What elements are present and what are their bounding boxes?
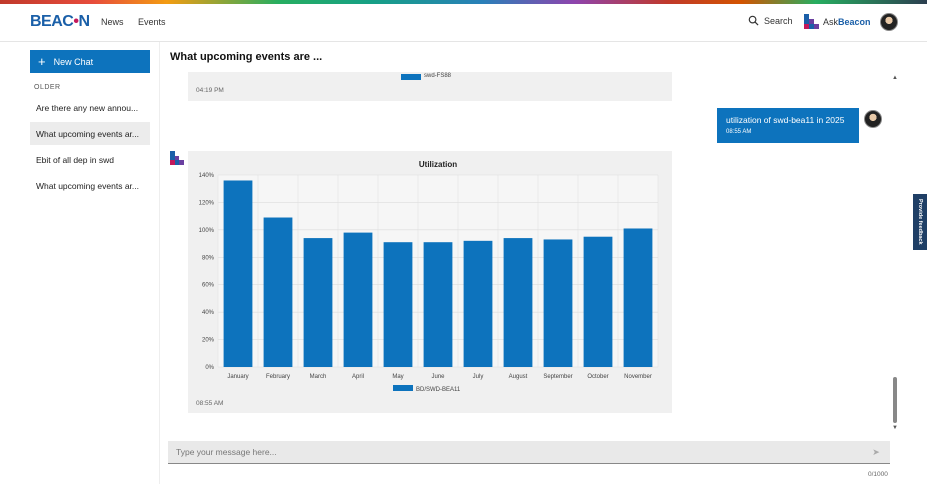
search-button[interactable]: Search [748,15,793,26]
history-section-label: OLDER [34,84,61,91]
bar-february [263,217,293,367]
x-tick-label: January [227,374,248,380]
bar-june [423,242,453,367]
bar-april [343,232,373,367]
user-message: utilization of swd-bea11 in 2025 08:55 A… [717,108,859,143]
chart-title: Utilization [419,160,457,169]
message-time: 04:19 PM [196,87,224,94]
ask-beacon-button[interactable]: Ask Beacon [804,14,871,29]
sidebar: + New Chat OLDER Are there any new annou… [0,42,160,484]
bar-may [383,242,413,367]
history-item-active[interactable]: What upcoming events ar... [30,122,150,145]
legend-label: BD/SWD-BEA11 [416,387,461,393]
y-tick-label: 100% [199,228,215,234]
scroll-up-icon[interactable]: ▲ [892,75,898,81]
x-tick-label: November [624,374,652,380]
previous-bot-message: swd-FS88 04:19 PM [188,72,672,101]
chat-title: What upcoming events are ... [170,51,323,63]
search-label: Search [764,15,793,26]
search-icon [748,15,759,26]
bot-icon [170,151,184,165]
scroll-down-icon[interactable]: ▼ [892,425,898,431]
message-input-box: ➤ [168,441,890,464]
x-tick-label: September [543,374,572,380]
message-time: 08:55 AM [726,129,752,135]
x-tick-label: October [587,374,608,380]
utilization-chart: Utilization 0% 20% 40% 60% 80% 100% 120% 140% Jan… [199,160,659,393]
nav-events[interactable]: Events [138,17,166,27]
history-item[interactable]: Are there any new annou... [36,102,139,113]
bar-march [303,238,333,367]
bar-august [503,238,533,367]
user-avatar [864,110,882,128]
message-input[interactable] [168,441,866,463]
bar-september [543,239,573,367]
x-tick-label: March [310,374,327,380]
legend-swatch [393,385,413,391]
y-tick-label: 20% [202,338,215,344]
nav-news[interactable]: News [101,17,124,27]
user-avatar[interactable] [880,13,898,31]
legend-label: swd-FS88 [424,73,452,79]
beacon-logo[interactable]: BEAC•N [30,13,90,30]
chat-messages: swd-FS88 04:19 PM utilization of swd-bea… [160,72,900,432]
bar-october [583,236,613,367]
plus-icon: + [38,54,46,69]
x-tick-label: February [266,374,290,380]
brand-stripe [0,0,927,4]
user-message-text: utilization of swd-bea11 in 2025 [726,115,845,125]
x-tick-label: August [509,374,528,380]
legend-swatch [401,74,421,80]
provide-feedback-tab[interactable]: Provide feedback [913,194,927,250]
x-tick-label: June [431,374,445,380]
send-button[interactable]: ➤ [868,445,884,459]
history-item[interactable]: Ebit of all dep in swd [36,154,114,165]
y-tick-label: 140% [199,173,215,179]
message-time: 08:55 AM [196,400,224,407]
history-item[interactable]: What upcoming events ar... [36,180,139,191]
x-tick-label: July [473,374,484,380]
y-tick-label: 40% [202,310,215,316]
ask-beacon-icon [804,14,819,29]
y-tick-label: 120% [199,200,215,206]
bar-november [623,228,653,367]
y-tick-label: 0% [205,365,214,371]
bot-chart-message: Utilization 0% 20% 40% 60% 80% 100% 120% 140% Jan… [188,151,672,413]
send-icon: ➤ [872,446,880,457]
character-counter: 0/1000 [868,471,888,478]
x-tick-label: April [352,374,364,380]
y-tick-label: 60% [202,283,215,289]
bar-july [463,240,493,367]
y-tick-label: 80% [202,255,215,261]
chat-scrollbar[interactable]: ▲ ▼ [891,75,899,431]
new-chat-button[interactable]: + New Chat [30,50,150,73]
scroll-thumb[interactable] [893,377,897,423]
x-tick-label: May [392,374,403,380]
top-header: BEAC•N News Events Search Ask Beacon [0,4,927,42]
bar-january [223,180,253,367]
